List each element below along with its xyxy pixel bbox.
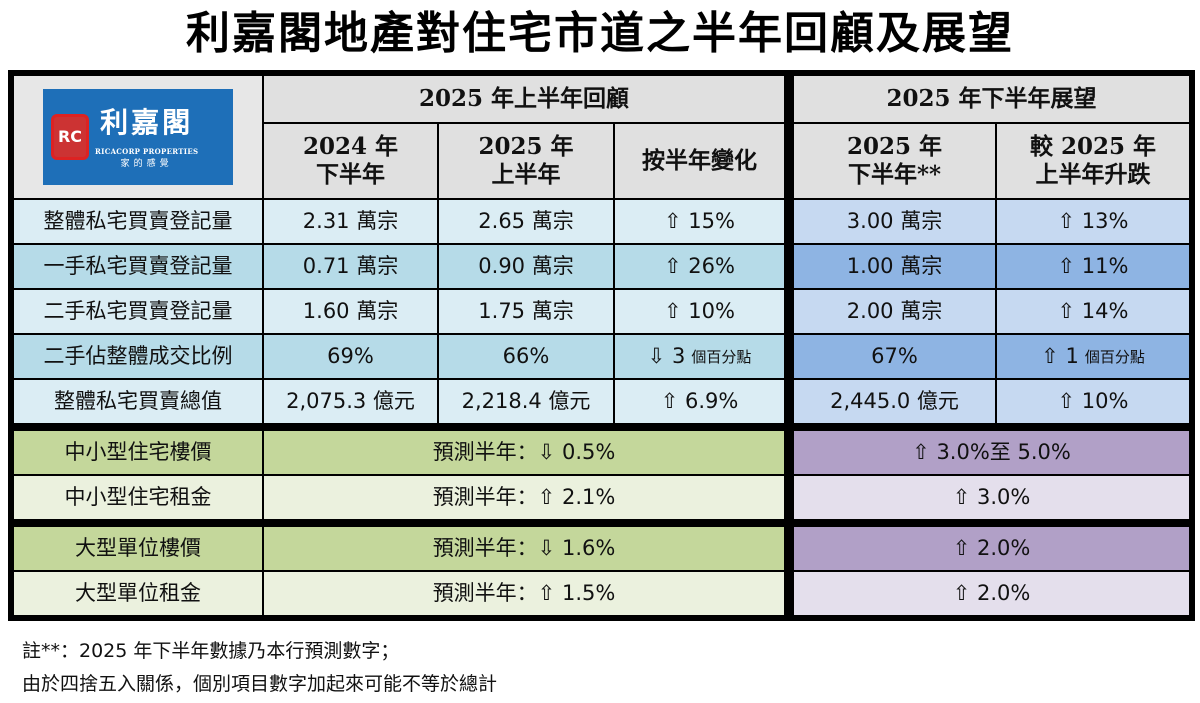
cell-value: 1.75 萬宗 bbox=[478, 298, 574, 323]
cell-value: 2,075.3 億元 bbox=[286, 388, 415, 413]
table-cell: 1.60 萬宗 bbox=[264, 290, 437, 333]
cell-value: ⇧ 6.9% bbox=[660, 388, 739, 413]
row-label: 一手私宅買賣登記量 bbox=[14, 245, 262, 288]
cell-value: ⇧ 13% bbox=[1057, 208, 1129, 233]
table-cell: ⇧ 6.9% bbox=[615, 380, 784, 423]
column-header: 2025 年下半年** bbox=[794, 124, 995, 198]
table-cell: 1.00 萬宗 bbox=[794, 245, 995, 288]
cell-value: 67% bbox=[871, 343, 918, 368]
cell-value: 69% bbox=[327, 343, 374, 368]
rc-logo-icon: RC bbox=[51, 114, 89, 160]
table-cell: ⇧ 10% bbox=[997, 380, 1189, 423]
forecast-label: 大型單位樓價 bbox=[14, 527, 262, 570]
forecast-outlook: ⇧ 2.0% bbox=[794, 527, 1189, 570]
cell-value: 0.90 萬宗 bbox=[478, 253, 574, 278]
cell-value: ⇧ 1 bbox=[1041, 343, 1079, 368]
cell-value: ⇧ 10% bbox=[664, 298, 735, 323]
forecast-review: 預測半年：⇧ 2.1% bbox=[264, 476, 784, 519]
ricacorp-logo: RC 利嘉閣 RICACORP PROPERTIES 家的感覺 bbox=[43, 89, 233, 185]
table-cell: ⇧ 26% bbox=[615, 245, 784, 288]
cell-value: ⇧ 15% bbox=[664, 208, 735, 233]
cell-value: 2,218.4 億元 bbox=[461, 388, 591, 413]
forecast-review: 預測半年：⇧ 1.5% bbox=[264, 572, 784, 615]
row-label: 二手私宅買賣登記量 bbox=[14, 290, 262, 333]
market-review-table: RC 利嘉閣 RICACORP PROPERTIES 家的感覺 2025 年上半… bbox=[8, 70, 1195, 621]
cell-value: 2.00 萬宗 bbox=[846, 298, 943, 323]
cell-value: 2,445.0 億元 bbox=[830, 388, 959, 413]
cell-value: 2.31 萬宗 bbox=[302, 208, 399, 233]
column-header: 較 2025 年上半年升跌 bbox=[997, 124, 1189, 198]
logo-slogan: 家的感覺 bbox=[120, 158, 173, 169]
table-cell: ⇧ 14% bbox=[997, 290, 1189, 333]
cell-value: 1.60 萬宗 bbox=[302, 298, 399, 323]
forecast-outlook: ⇧ 3.0%至 5.0% bbox=[794, 431, 1189, 474]
table-cell: 2,218.4 億元 bbox=[439, 380, 613, 423]
forecast-label: 大型單位租金 bbox=[14, 572, 262, 615]
forecast-outlook: ⇧ 3.0% bbox=[794, 476, 1189, 519]
logo-cell: RC 利嘉閣 RICACORP PROPERTIES 家的感覺 bbox=[14, 76, 262, 198]
cell-unit: 個百分點 bbox=[1084, 347, 1145, 366]
table-cell: 0.90 萬宗 bbox=[439, 245, 613, 288]
cell-value: 2.65 萬宗 bbox=[478, 208, 574, 233]
forecast-review: 預測半年：⇩ 1.6% bbox=[264, 527, 784, 570]
row-label: 整體私宅買賣登記量 bbox=[14, 200, 262, 243]
table-cell: ⇧ 1 個百分點 bbox=[997, 335, 1189, 378]
table-cell: 2.65 萬宗 bbox=[439, 200, 613, 243]
column-header-line: 按半年變化 bbox=[642, 147, 757, 175]
outlook-header: 2025 年下半年展望 bbox=[794, 76, 1189, 122]
review-header: 2025 年上半年回顧 bbox=[264, 76, 784, 122]
table-cell: 2.00 萬宗 bbox=[794, 290, 995, 333]
cell-value: 1.00 萬宗 bbox=[846, 253, 943, 278]
table-cell: ⇧ 10% bbox=[615, 290, 784, 333]
cell-value: 66% bbox=[502, 343, 550, 368]
table-cell: ⇧ 13% bbox=[997, 200, 1189, 243]
table-cell: ⇧ 11% bbox=[997, 245, 1189, 288]
table-cell: 2,445.0 億元 bbox=[794, 380, 995, 423]
column-header: 2025 年上半年 bbox=[439, 124, 613, 198]
table-cell: 2.31 萬宗 bbox=[264, 200, 437, 243]
forecast-label: 中小型住宅樓價 bbox=[14, 431, 262, 474]
column-header-line: 較 2025 年 bbox=[1029, 133, 1157, 161]
cell-value: 3.00 萬宗 bbox=[846, 208, 943, 233]
table-cell: ⇩ 3 個百分點 bbox=[615, 335, 784, 378]
table-cell: 2,075.3 億元 bbox=[264, 380, 437, 423]
forecast-label: 中小型住宅租金 bbox=[14, 476, 262, 519]
cell-value: ⇧ 11% bbox=[1057, 253, 1129, 278]
table-cell: 3.00 萬宗 bbox=[794, 200, 995, 243]
footnote-1: 註**：2025 年下半年數據乃本行預測數字； bbox=[22, 640, 400, 662]
column-header-line: 上半年升跌 bbox=[1035, 161, 1151, 188]
cell-value: ⇩ 3 bbox=[647, 343, 686, 368]
row-label: 整體私宅買賣總值 bbox=[14, 380, 262, 423]
column-header-line: 2025 年 bbox=[478, 133, 574, 161]
column-header-line: 2024 年 bbox=[302, 133, 399, 161]
page-title: 利嘉閣地產對住宅市道之半年回顧及展望 bbox=[186, 8, 1014, 59]
cell-unit: 個百分點 bbox=[691, 347, 752, 366]
column-header-line: 下半年 bbox=[316, 161, 385, 188]
table-cell: 1.75 萬宗 bbox=[439, 290, 613, 333]
table-cell: 69% bbox=[264, 335, 437, 378]
logo-english-name: RICACORP PROPERTIES bbox=[95, 146, 199, 156]
column-header-line: 2025 年 bbox=[846, 133, 943, 161]
column-header-line: 上半年 bbox=[491, 161, 561, 188]
logo-text: 利嘉閣 RICACORP PROPERTIES 家的感覺 bbox=[95, 103, 198, 171]
column-header-line: 下半年** bbox=[847, 161, 942, 188]
table-cell: 67% bbox=[794, 335, 995, 378]
column-header: 2024 年下半年 bbox=[264, 124, 437, 198]
table-cell: 0.71 萬宗 bbox=[264, 245, 437, 288]
cell-value: ⇧ 26% bbox=[664, 253, 735, 278]
row-label: 二手佔整體成交比例 bbox=[14, 335, 262, 378]
forecast-outlook: ⇧ 2.0% bbox=[794, 572, 1189, 615]
table-cell: ⇧ 15% bbox=[615, 200, 784, 243]
cell-value: ⇧ 14% bbox=[1057, 298, 1129, 323]
column-header: 按半年變化 bbox=[615, 124, 784, 198]
cell-value: ⇧ 10% bbox=[1057, 388, 1129, 413]
forecast-review: 預測半年：⇩ 0.5% bbox=[264, 431, 784, 474]
logo-chinese-name: 利嘉閣 bbox=[100, 105, 194, 139]
footnote-2: 由於四捨五入關係，個別項目數字加起來可能不等於總計 bbox=[22, 673, 498, 695]
table-cell: 66% bbox=[439, 335, 613, 378]
cell-value: 0.71 萬宗 bbox=[302, 253, 399, 278]
